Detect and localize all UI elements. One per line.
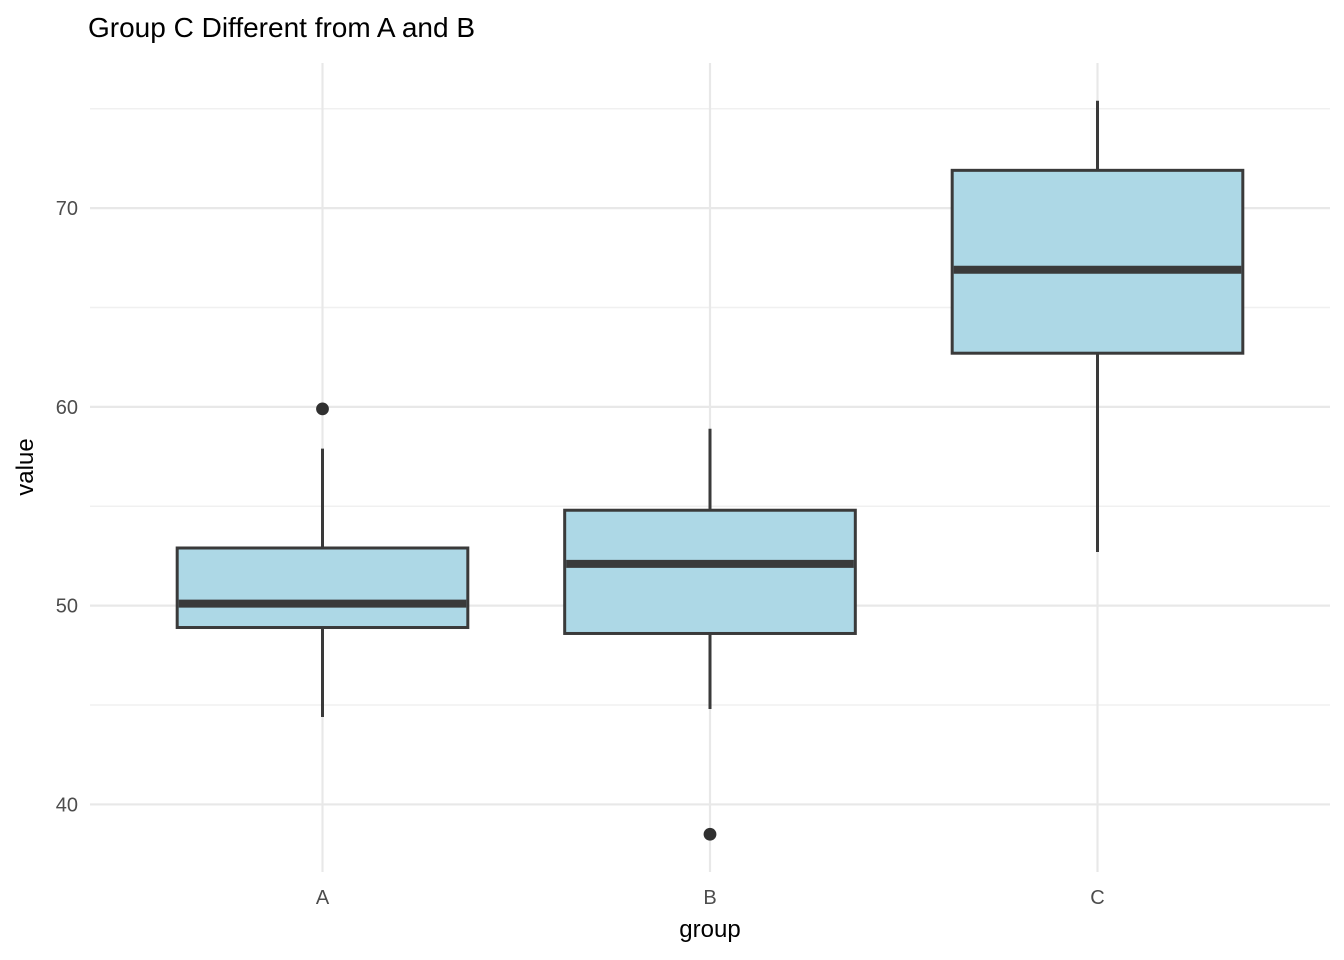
chart-title: Group C Different from A and B [88,12,476,43]
y-tick-label-40: 40 [56,794,78,816]
box-B [563,508,857,635]
box-C [950,168,1245,355]
x-tick-label-B: B [703,887,716,909]
y-tick-label-70: 70 [56,198,78,220]
x-axis-title: group [679,916,741,943]
x-tick-label-C: C [1090,887,1104,909]
outlier-point-B-38.5 [703,827,717,841]
y-tick-label-60: 60 [56,397,78,419]
outlier-point-A-59.9 [316,402,329,416]
box-A [175,546,470,630]
y-tick-label-50: 50 [56,596,78,618]
x-tick-label-A: A [316,887,330,909]
